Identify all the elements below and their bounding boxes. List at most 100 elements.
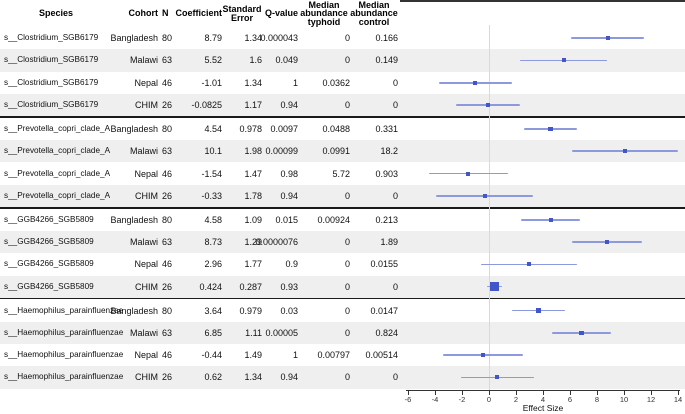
cell-cohort: Bangladesh	[110, 305, 158, 316]
cell-cohort: Bangladesh	[110, 33, 158, 44]
cell-typhoid: 0.00797	[317, 350, 350, 361]
cell-n: 63	[162, 55, 173, 66]
cell-q: 0.94	[280, 372, 298, 383]
cell-typhoid: 0	[344, 259, 350, 270]
cell-cohort: Malawi	[129, 327, 158, 338]
cell-q: 1	[292, 77, 298, 88]
column-header-cohort: Cohort	[112, 0, 159, 27]
column-header-median-abundance-control: Median abundance control	[350, 0, 398, 27]
cell-cohort: Malawi	[129, 146, 158, 157]
cell-q: 0.94	[280, 190, 298, 201]
cell-typhoid: 0	[344, 237, 350, 248]
cell-cohort: CHIM	[135, 372, 158, 383]
cell-q: 0.000043	[260, 33, 298, 44]
x-axis-tick-label: -4	[431, 394, 439, 404]
cell-control: 0.213	[375, 214, 398, 225]
table-row: s__Haemophilus_parainfluenzae CHIM 26 0.62 1…	[0, 366, 685, 389]
cell-se: 0.287	[239, 281, 262, 292]
cell-n: 26	[162, 190, 173, 201]
cell-cohort: Bangladesh	[110, 214, 158, 225]
cell-species: s__Prevotella_copri_clade_A	[4, 146, 111, 156]
section-separator	[0, 207, 685, 209]
cell-species: s__Clostridium_SGB6179	[4, 33, 99, 43]
cell-se: 1.78	[244, 190, 262, 201]
section-separator	[0, 116, 685, 118]
cell-species: s__Clostridium_SGB6179	[4, 77, 99, 87]
x-axis-tick	[624, 390, 625, 395]
cell-se: 1.09	[244, 214, 262, 225]
cell-se: 1.6	[249, 55, 262, 66]
x-axis-tick-label: 6	[567, 394, 573, 404]
table-row: s__GGB4266_SGB5809 Bangladesh 80 4.58 1.09 0.…	[0, 209, 685, 231]
table-row: s__Haemophilus_parainfluenzae Bangladesh 8…	[0, 299, 685, 321]
cell-control: 0	[392, 100, 398, 111]
cell-q: 0.0097	[270, 123, 298, 134]
table-header: Species Cohort N Coefficient Standard Er…	[0, 0, 398, 27]
cell-se: 1.17	[244, 100, 262, 111]
cell-coefficient: 6.85	[204, 327, 222, 338]
cell-q: 0.9	[285, 259, 298, 270]
table-row: s__Prevotella_copri_clade_A Nepal 46 -1.54 1…	[0, 162, 685, 184]
column-header-label: Error	[230, 12, 253, 23]
x-axis-tick	[408, 390, 409, 395]
cell-species: s__Haemophilus_parainfluenzae	[4, 305, 124, 315]
x-axis-line	[406, 389, 680, 391]
x-axis-tick-label: 14	[673, 394, 683, 404]
cell-typhoid: 0.00924	[317, 214, 350, 225]
x-axis-title: Effect Size	[522, 403, 564, 413]
cell-se: 1.98	[244, 146, 262, 157]
cell-cohort: Malawi	[129, 55, 158, 66]
cell-coefficient: -0.33	[201, 190, 222, 201]
cell-se: 1.49	[244, 350, 262, 361]
x-axis-tick	[543, 390, 544, 395]
cell-control: 0	[392, 372, 398, 383]
cell-coefficient: 8.73	[204, 237, 222, 248]
cell-species: s__Prevotella_copri_clade_A	[4, 168, 111, 178]
cell-q: 0.0000076	[255, 237, 298, 248]
effect-point	[561, 58, 566, 63]
table-row: s__Prevotella_copri_clade_A Malawi 63 10.1 1…	[0, 140, 685, 163]
column-header-median-abundance-typhoid: Median abundance typhoid	[298, 0, 350, 27]
cell-control: 0	[392, 190, 398, 201]
x-axis-tick	[570, 390, 571, 395]
cell-species: s__Haemophilus_parainfluenzae	[4, 327, 124, 337]
x-axis-tick-label: 12	[646, 394, 656, 404]
column-header-label: N	[162, 8, 169, 19]
cell-cohort: CHIM	[135, 190, 158, 201]
cell-coefficient: -1.01	[201, 77, 222, 88]
cell-q: 0.98	[280, 168, 298, 179]
x-axis-tick	[489, 390, 490, 395]
cell-species: s__Haemophilus_parainfluenzae	[4, 372, 124, 382]
cell-q: 0.049	[275, 55, 298, 66]
effect-point	[495, 375, 500, 380]
cell-se: 0.979	[239, 305, 262, 316]
x-axis-tick	[516, 390, 517, 395]
cell-control: 0.331	[375, 123, 398, 134]
column-header-label: Species	[38, 8, 74, 19]
effect-point	[604, 240, 609, 245]
cell-cohort: Nepal	[134, 168, 158, 179]
cell-q: 0.93	[280, 281, 298, 292]
cell-q: 0.94	[280, 100, 298, 111]
column-header-label: typhoid	[307, 16, 341, 27]
cell-typhoid: 0	[344, 100, 350, 111]
cell-typhoid: 0	[344, 372, 350, 383]
cell-species: s__Clostridium_SGB6179	[4, 100, 99, 110]
cell-cohort: Malawi	[129, 237, 158, 248]
effect-point	[605, 36, 610, 41]
column-header-label: Median	[358, 0, 390, 10]
cell-q: 1	[292, 350, 298, 361]
x-axis-tick-label: -2	[458, 394, 466, 404]
x-axis-tick	[462, 390, 463, 395]
cell-n: 26	[162, 281, 173, 292]
cell-cohort: Nepal	[134, 350, 158, 361]
cell-n: 63	[162, 146, 173, 157]
zero-reference-line	[489, 25, 490, 390]
column-header-label: Coefficient	[175, 8, 222, 19]
cell-se: 0.978	[239, 123, 262, 134]
cell-se: 1.29	[244, 237, 262, 248]
effect-point	[481, 353, 486, 358]
cell-n: 46	[162, 168, 173, 179]
cell-species: s__Haemophilus_parainfluenzae	[4, 350, 124, 360]
cell-se: 1.47	[244, 168, 262, 179]
